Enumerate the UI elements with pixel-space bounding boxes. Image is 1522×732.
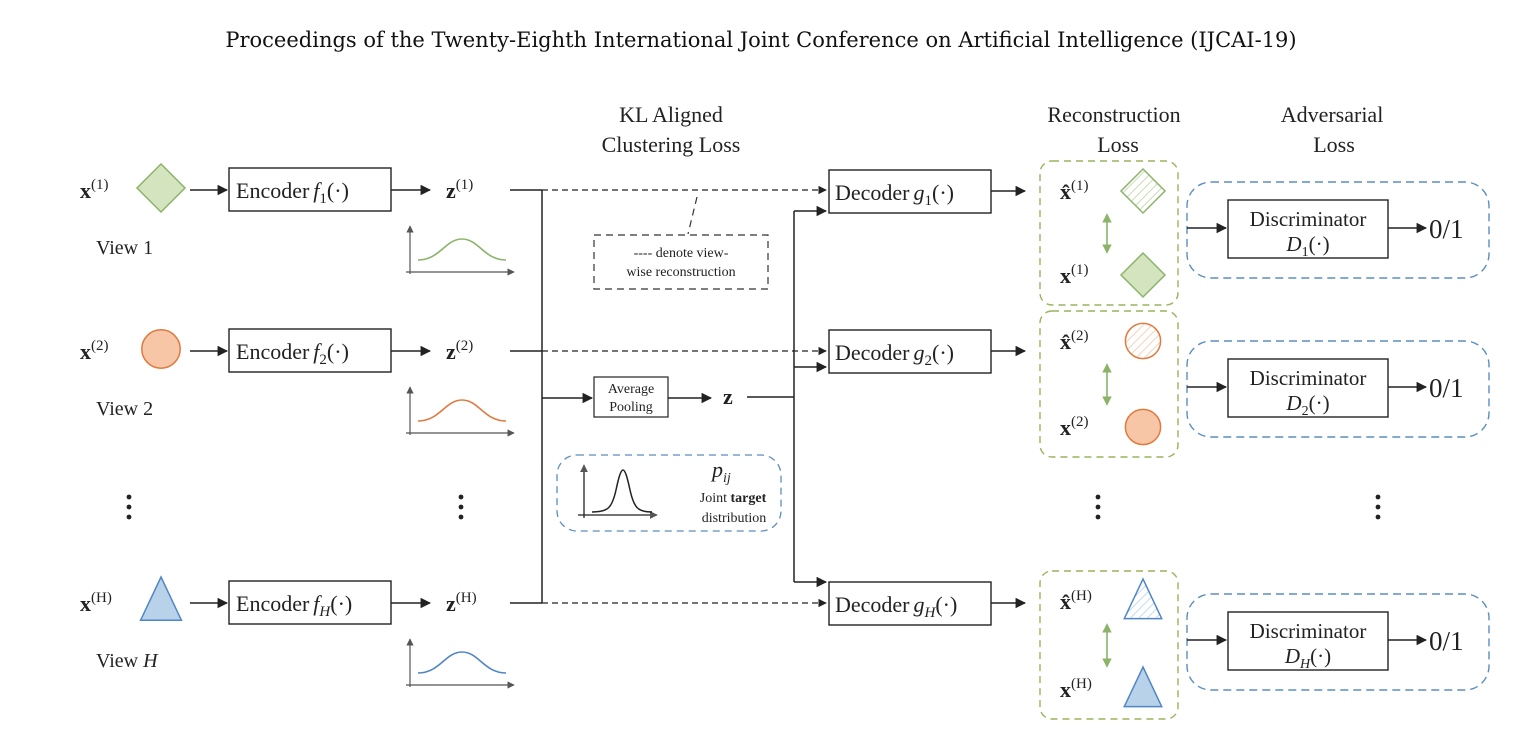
legend-note-line2: wise reconstruction [626, 265, 735, 280]
encoder-box-2 [228, 328, 392, 373]
recon-title-line2: Loss [1097, 132, 1139, 157]
input-x-2: x(2) [80, 338, 109, 364]
recon-shape-hatched-2 [1124, 322, 1162, 360]
view-label-1: View 1 [96, 237, 153, 259]
latent-z-3: z(H) [446, 590, 477, 616]
encoder-box-3 [228, 580, 392, 625]
reconstruction-loss-box-2 [1039, 310, 1179, 458]
discriminator-output-3: 0/1 [1429, 626, 1464, 656]
target-line2: distribution [702, 511, 767, 526]
latent-z-1: z(1) [446, 177, 473, 203]
kl-title-line2: Clustering Loss [602, 132, 741, 157]
target-distribution-box [556, 454, 782, 532]
encoder-label-2: Encoder f2(·) [236, 339, 349, 368]
legend-note-pointer [687, 196, 698, 235]
latent-z-2: z(2) [446, 338, 473, 364]
decoder-label-1: Decoder g1(·) [835, 180, 954, 209]
discriminator-symbol-3: DH(·) [1284, 644, 1331, 672]
input-x-1: x(1) [80, 177, 109, 203]
target-peak-curve [591, 469, 653, 513]
decoder-box-3 [828, 581, 992, 626]
target-line1: Joint target [700, 491, 767, 506]
recon-shape-original-1 [1119, 251, 1167, 299]
recon-xhat-3: x̂(H) [1060, 588, 1092, 614]
discriminator-label-3: Discriminator [1250, 619, 1367, 643]
recon-x-original-1: x(1) [1060, 262, 1089, 288]
discriminator-box-1 [1227, 199, 1389, 259]
adv-title-line2: Loss [1313, 132, 1355, 157]
decoder-label-2: Decoder g2(·) [835, 340, 954, 369]
latent-distribution-curve-3 [417, 651, 507, 674]
ellipsis-inputs [126, 494, 132, 520]
discriminator-output-2: 0/1 [1429, 373, 1464, 403]
discriminator-label-1: Discriminator [1250, 207, 1367, 231]
decoder-label-3: Decoder gH(·) [835, 592, 957, 621]
ellipsis-discriminators [1375, 494, 1381, 520]
discriminator-box-3 [1227, 611, 1389, 671]
discriminator-output-1: 0/1 [1429, 214, 1464, 244]
adversarial-loss-box-1 [1186, 181, 1490, 279]
recon-shape-hatched-1 [1119, 167, 1167, 215]
legend-note-line1: ---- denote view- [634, 246, 729, 261]
target-p-symbol: pij [710, 457, 731, 486]
decoder-box-1 [828, 169, 992, 214]
input-shape-view-3 [139, 575, 183, 621]
pooling-label-line2: Pooling [609, 400, 653, 415]
input-shape-view-1 [135, 162, 187, 214]
input-x-3: x(H) [80, 590, 112, 616]
reconstruction-loss-box-3 [1039, 570, 1179, 720]
latent-distribution-curve-2 [417, 399, 507, 422]
pooled-z-label: z [723, 384, 733, 409]
ellipsis-reconstructions [1095, 494, 1101, 520]
page-header: Proceedings of the Twenty-Eighth Interna… [225, 28, 1297, 52]
encoder-label-1: Encoder f1(·) [236, 178, 349, 207]
recon-shape-original-2 [1124, 408, 1162, 446]
view-label-3: View H [96, 650, 159, 672]
average-pooling-box [593, 376, 669, 418]
adversarial-loss-box-3 [1186, 593, 1490, 691]
discriminator-box-2 [1227, 358, 1389, 418]
recon-shape-original-3 [1123, 665, 1163, 708]
decoder-box-2 [828, 329, 992, 374]
recon-xhat-2: x̂(2) [1060, 328, 1089, 354]
ellipsis-latents [458, 494, 464, 520]
recon-shape-hatched-3 [1123, 577, 1163, 620]
adversarial-loss-box-2 [1186, 340, 1490, 438]
reconstruction-loss-box-1 [1039, 160, 1179, 306]
discriminator-symbol-1: D1(·) [1285, 232, 1329, 260]
input-shape-view-2 [141, 329, 181, 369]
view-label-2: View 2 [96, 398, 153, 420]
pooling-label-line1: Average [608, 382, 654, 397]
discriminator-symbol-2: D2(·) [1285, 391, 1329, 419]
adv-title-line1: Adversarial [1281, 102, 1384, 127]
legend-note-box [593, 234, 769, 290]
discriminator-label-2: Discriminator [1250, 366, 1367, 390]
recon-x-original-3: x(H) [1060, 676, 1092, 702]
recon-xhat-1: x̂(1) [1060, 178, 1089, 204]
encoder-box-1 [228, 167, 392, 212]
latent-distribution-curve-1 [417, 238, 507, 261]
recon-x-original-2: x(2) [1060, 414, 1089, 440]
encoder-label-3: Encoder fH(·) [236, 591, 352, 620]
recon-title-line1: Reconstruction [1047, 102, 1180, 127]
kl-title-line1: KL Aligned [619, 102, 723, 127]
